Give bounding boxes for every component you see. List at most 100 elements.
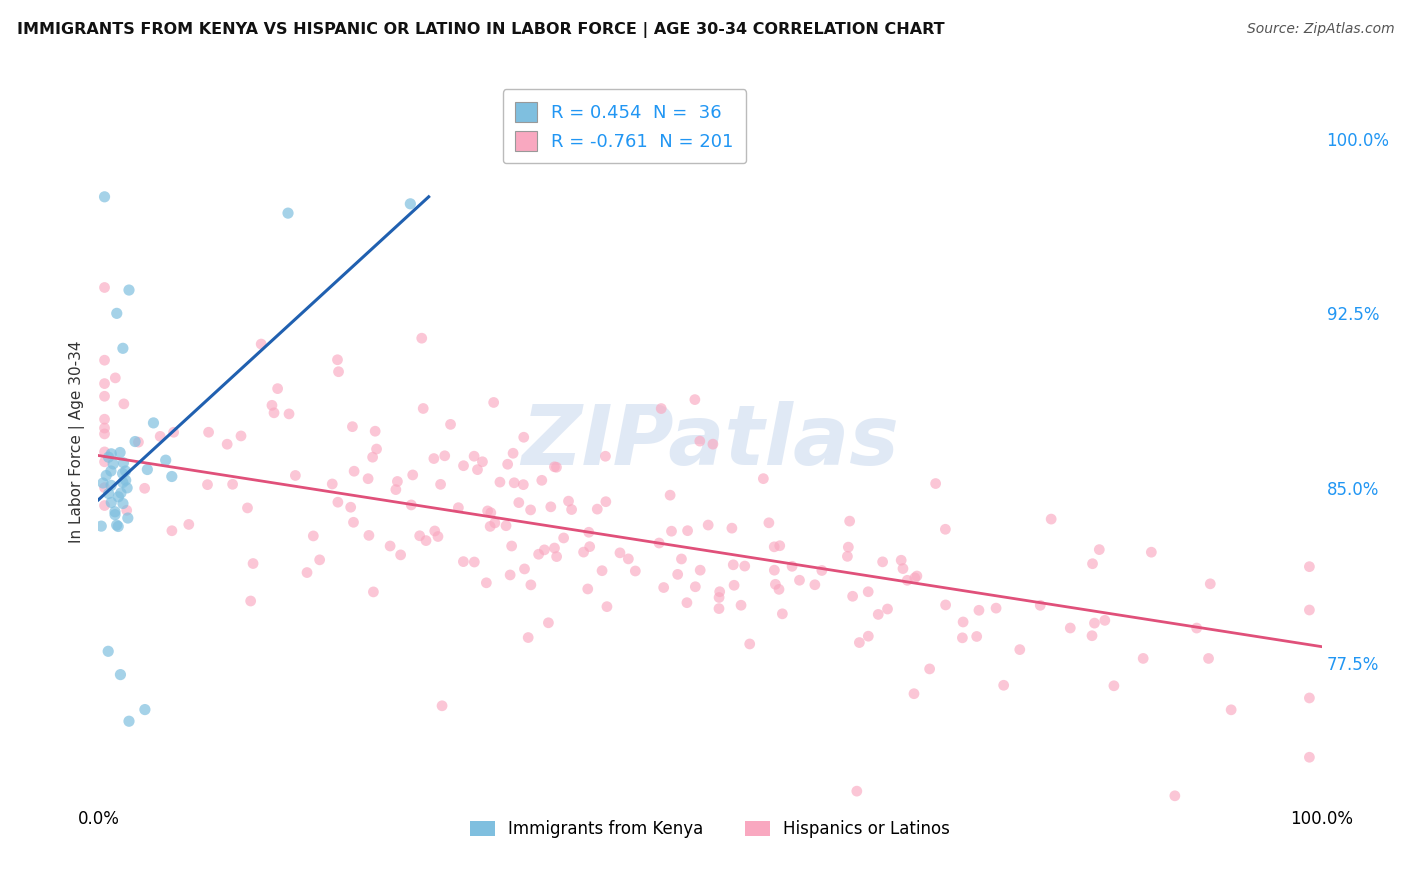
- Point: [111, 341, 134, 355]
- Point: [576, 582, 599, 596]
- Point: [93, 455, 115, 469]
- Point: [453, 458, 475, 473]
- Point: [107, 490, 129, 504]
- Point: [1132, 651, 1154, 665]
- Point: [399, 196, 422, 211]
- Point: [112, 397, 135, 411]
- Point: [479, 519, 502, 533]
- Point: [364, 424, 387, 438]
- Point: [93, 376, 115, 391]
- Point: [856, 584, 879, 599]
- Point: [110, 486, 132, 500]
- Point: [93, 190, 115, 204]
- Point: [1040, 512, 1063, 526]
- Point: [93, 389, 115, 403]
- Point: [546, 549, 568, 564]
- Point: [935, 598, 957, 612]
- Point: [426, 529, 449, 543]
- Point: [512, 477, 534, 491]
- Point: [676, 596, 699, 610]
- Point: [896, 574, 918, 588]
- Point: [155, 453, 177, 467]
- Point: [609, 546, 631, 560]
- Point: [217, 437, 239, 451]
- Point: [652, 581, 675, 595]
- Point: [993, 678, 1015, 692]
- Point: [707, 591, 730, 605]
- Point: [838, 514, 860, 528]
- Point: [142, 416, 165, 430]
- Point: [517, 631, 540, 645]
- Point: [93, 426, 115, 441]
- Point: [1008, 642, 1031, 657]
- Point: [149, 429, 172, 443]
- Point: [1083, 616, 1105, 631]
- Point: [763, 577, 786, 591]
- Point: [508, 495, 530, 509]
- Point: [93, 481, 115, 495]
- Point: [221, 477, 243, 491]
- Point: [308, 553, 330, 567]
- Point: [769, 539, 792, 553]
- Point: [134, 481, 156, 495]
- Point: [841, 589, 863, 603]
- Point: [328, 365, 350, 379]
- Point: [501, 539, 523, 553]
- Point: [412, 401, 434, 416]
- Point: [361, 450, 384, 465]
- Point: [197, 425, 219, 440]
- Point: [763, 540, 786, 554]
- Point: [114, 464, 136, 478]
- Point: [934, 522, 956, 536]
- Point: [617, 552, 640, 566]
- Point: [1298, 603, 1320, 617]
- Point: [950, 631, 973, 645]
- Point: [1298, 690, 1320, 705]
- Point: [242, 557, 264, 571]
- Point: [891, 561, 914, 575]
- Point: [578, 525, 600, 540]
- Point: [117, 511, 139, 525]
- Point: [804, 578, 827, 592]
- Point: [447, 500, 470, 515]
- Point: [596, 599, 619, 614]
- Point: [229, 429, 252, 443]
- Point: [111, 467, 134, 481]
- Point: [848, 635, 870, 649]
- Point: [93, 499, 115, 513]
- Point: [104, 508, 127, 522]
- Point: [342, 516, 364, 530]
- Point: [1198, 651, 1220, 665]
- Point: [463, 449, 485, 463]
- Point: [415, 533, 437, 548]
- Point: [1185, 621, 1208, 635]
- Point: [924, 476, 946, 491]
- Point: [1081, 629, 1104, 643]
- Point: [101, 457, 124, 471]
- Point: [730, 599, 752, 613]
- Point: [326, 352, 349, 367]
- Point: [471, 455, 494, 469]
- Point: [738, 637, 761, 651]
- Point: [108, 445, 131, 459]
- Point: [463, 555, 485, 569]
- Point: [709, 584, 731, 599]
- Point: [527, 547, 550, 561]
- Point: [489, 475, 512, 489]
- Point: [904, 571, 927, 585]
- Point: [683, 392, 706, 407]
- Point: [96, 468, 118, 483]
- Point: [104, 371, 127, 385]
- Point: [702, 437, 724, 451]
- Y-axis label: In Labor Force | Age 30-34: In Labor Force | Age 30-34: [69, 340, 84, 543]
- Point: [768, 582, 790, 597]
- Point: [100, 447, 122, 461]
- Point: [160, 469, 183, 483]
- Point: [97, 644, 120, 658]
- Point: [1220, 703, 1243, 717]
- Point: [685, 580, 707, 594]
- Point: [595, 494, 617, 508]
- Point: [752, 472, 775, 486]
- Point: [540, 500, 562, 514]
- Point: [433, 449, 456, 463]
